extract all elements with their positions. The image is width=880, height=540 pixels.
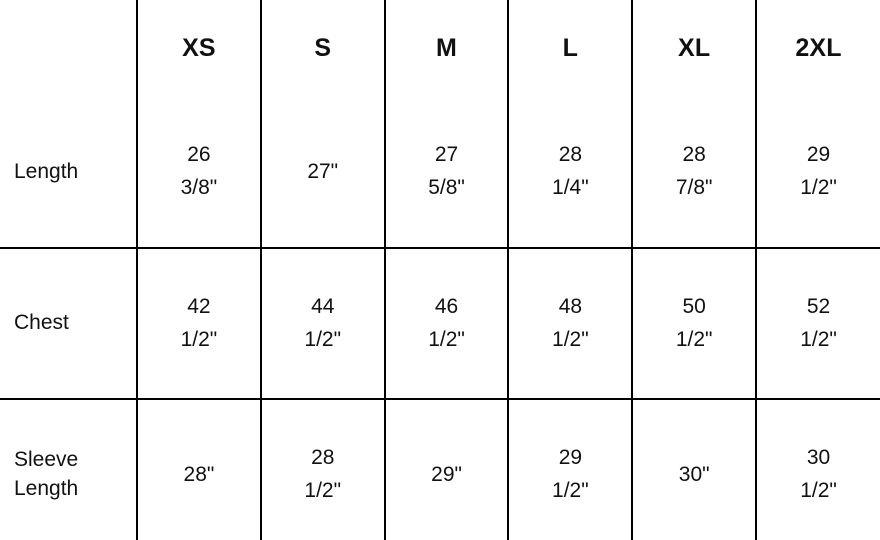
cell-whole: 27" bbox=[307, 159, 339, 183]
table-row: Length 26 3/8" 27" 27 5/8" 28 1/4" bbox=[0, 97, 880, 248]
table-row: Sleeve Length 28" 28 1/2" 29" 29 1/2" bbox=[0, 398, 880, 540]
cell-fraction: 1/2" bbox=[428, 327, 465, 351]
cell-sleeve-length-l: 29 1/2" bbox=[507, 398, 633, 540]
row-label-sleeve-length: Sleeve Length bbox=[0, 398, 138, 540]
column-header-xs: XS bbox=[136, 0, 261, 97]
cell-whole: 29 bbox=[806, 143, 831, 167]
cell-whole: 44 bbox=[311, 294, 335, 318]
cell-length-m: 27 5/8" bbox=[383, 97, 509, 248]
cell-sleeve-length-xs: 28" bbox=[136, 398, 261, 540]
table-row: Chest 42 1/2" 44 1/2" 46 1/2" 48 1/2" bbox=[0, 247, 880, 399]
cell-whole: 28" bbox=[183, 462, 215, 486]
cell-fraction: 1/2" bbox=[304, 327, 342, 351]
cell-whole: 30" bbox=[678, 462, 710, 486]
cell-chest-s: 44 1/2" bbox=[259, 247, 385, 399]
cell-whole: 30 bbox=[806, 446, 831, 470]
cell-length-2xl: 29 1/2" bbox=[755, 97, 880, 248]
cell-whole: 29 bbox=[558, 446, 583, 470]
cell-fraction: 1/2" bbox=[552, 327, 589, 351]
cell-whole: 42 bbox=[187, 294, 211, 318]
cell-chest-m: 46 1/2" bbox=[383, 247, 509, 399]
cell-fraction: 1/2" bbox=[800, 479, 837, 502]
cell-whole: 28 bbox=[558, 143, 583, 167]
cell-whole: 48 bbox=[558, 294, 583, 318]
cell-fraction: 1/2" bbox=[675, 327, 713, 351]
cell-fraction: 1/2" bbox=[552, 479, 589, 502]
cell-whole: 27 bbox=[434, 143, 459, 167]
cell-chest-xl: 50 1/2" bbox=[631, 247, 757, 399]
cell-chest-2xl: 52 1/2" bbox=[755, 247, 880, 399]
cell-whole: 28 bbox=[682, 143, 706, 167]
cell-whole: 28 bbox=[311, 446, 335, 470]
cell-fraction: 5/8" bbox=[428, 176, 465, 199]
cell-length-xl: 28 7/8" bbox=[631, 97, 757, 248]
cell-whole: 50 bbox=[682, 294, 706, 318]
column-header-2xl: 2XL bbox=[755, 0, 880, 97]
cell-sleeve-length-s: 28 1/2" bbox=[259, 398, 385, 540]
cell-whole: 29" bbox=[431, 462, 462, 486]
row-label-length: Length bbox=[0, 97, 138, 248]
cell-sleeve-length-xl: 30" bbox=[631, 398, 757, 540]
row-label-chest: Chest bbox=[0, 247, 138, 399]
cell-whole: 26 bbox=[187, 143, 211, 167]
header-row: XS S M L XL 2XL bbox=[0, 0, 880, 97]
size-chart-body: Length 26 3/8" 27" 27 5/8" 28 1/4" bbox=[0, 97, 880, 540]
cell-length-s: 27" bbox=[259, 97, 385, 248]
cell-fraction: 1/4" bbox=[552, 176, 589, 199]
cell-whole: 52 bbox=[806, 294, 831, 318]
column-header-m: M bbox=[383, 0, 509, 97]
cell-chest-l: 48 1/2" bbox=[507, 247, 633, 399]
cell-fraction: 1/2" bbox=[800, 176, 837, 199]
cell-length-xs: 26 3/8" bbox=[136, 97, 261, 248]
cell-fraction: 1/2" bbox=[800, 327, 837, 351]
column-header-l: L bbox=[507, 0, 633, 97]
cell-chest-xs: 42 1/2" bbox=[136, 247, 261, 399]
cell-whole: 46 bbox=[434, 294, 459, 318]
cell-length-l: 28 1/4" bbox=[507, 97, 633, 248]
column-header-s: S bbox=[259, 0, 385, 97]
cell-fraction: 7/8" bbox=[675, 176, 713, 199]
cell-fraction: 1/2" bbox=[180, 327, 218, 351]
column-header-xl: XL bbox=[631, 0, 757, 97]
cell-fraction: 1/2" bbox=[304, 479, 342, 502]
cell-sleeve-length-m: 29" bbox=[383, 398, 509, 540]
cell-sleeve-length-2xl: 30 1/2" bbox=[755, 398, 880, 540]
header-corner-cell bbox=[0, 0, 138, 97]
size-chart-header: XS S M L XL 2XL bbox=[0, 0, 880, 97]
cell-fraction: 3/8" bbox=[180, 176, 218, 199]
